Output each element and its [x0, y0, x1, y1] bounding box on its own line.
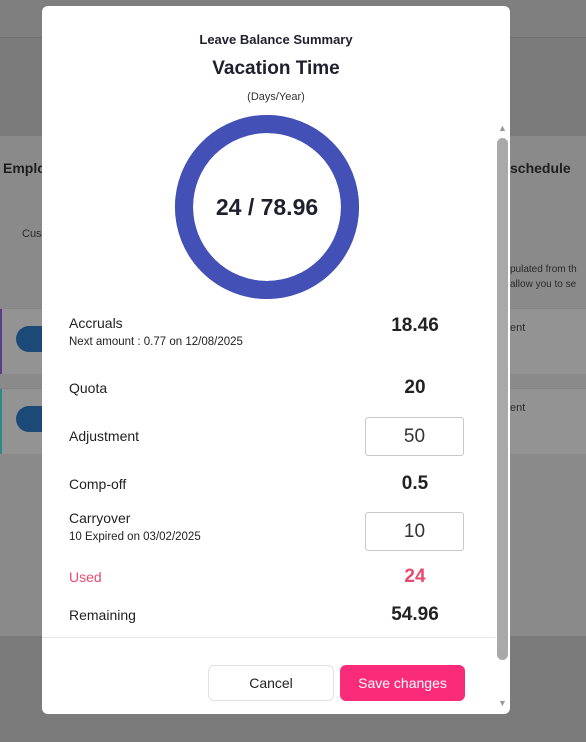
background-row-text: ent	[510, 322, 526, 334]
used-label: Used	[69, 569, 102, 585]
accruals-next-amount: Next amount : 0.77 on 12/08/2025	[69, 336, 243, 348]
background-text-left: Cus	[22, 228, 42, 240]
background-row-right-2: ent	[510, 388, 586, 454]
accruals-value: 18.46	[391, 315, 439, 336]
scroll-thumb[interactable]	[497, 138, 508, 660]
accruals-label: Accruals	[69, 315, 123, 331]
carryover-expired-note: 10 Expired on 03/02/2025	[69, 531, 201, 543]
unit-label: (Days/Year)	[247, 91, 305, 103]
background-text-right-2: allow you to se	[510, 279, 577, 290]
remaining-label: Remaining	[69, 607, 136, 623]
background-heading-left: Emplo	[3, 160, 46, 176]
background-heading-right: schedule	[510, 160, 571, 176]
carryover-label: Carryover	[69, 510, 131, 526]
background-row-left-1	[0, 308, 56, 374]
background-row-text: ent	[510, 402, 526, 414]
adjustment-input[interactable]	[365, 417, 464, 456]
leave-type-title: Vacation Time	[212, 58, 340, 79]
background-card-left	[0, 136, 42, 636]
scroll-down-arrow-icon[interactable]: ▼	[498, 697, 507, 708]
remaining-value: 54.96	[391, 604, 439, 625]
footer-divider	[42, 637, 495, 638]
cancel-button[interactable]: Cancel	[208, 665, 334, 701]
background-text-right-1: pulated from th	[510, 264, 577, 275]
balance-donut-chart	[175, 115, 359, 299]
quota-value: 20	[404, 377, 426, 398]
donut-arc	[175, 115, 359, 299]
save-changes-button[interactable]: Save changes	[340, 665, 465, 701]
background-row-left-2	[0, 388, 56, 454]
quota-label: Quota	[69, 380, 108, 396]
modal-scrollbar[interactable]: ▲ ▼	[495, 120, 510, 714]
compoff-label: Comp-off	[69, 476, 127, 492]
modal-title: Leave Balance Summary	[199, 32, 353, 47]
carryover-input[interactable]	[365, 512, 464, 551]
adjustment-label: Adjustment	[69, 428, 140, 444]
scroll-up-arrow-icon[interactable]: ▲	[498, 122, 507, 133]
background-card-right	[510, 136, 586, 636]
background-row-right-1: ent	[510, 308, 586, 374]
donut-label: 24 / 78.96	[215, 193, 319, 220]
compoff-value: 0.5	[401, 473, 429, 494]
used-value: 24	[404, 566, 426, 587]
leave-balance-modal: Leave Balance Summary Vacation Time (Day…	[42, 6, 510, 714]
